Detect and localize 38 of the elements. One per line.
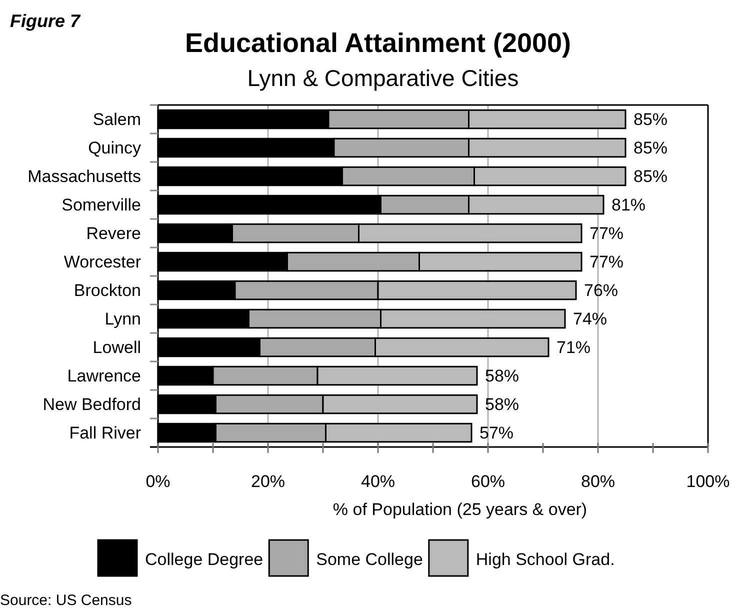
total-label: 74% <box>573 310 608 329</box>
y-tick-label: Brockton <box>74 281 141 300</box>
y-tick-label: New Bedford <box>42 395 141 414</box>
y-tick-label: Massachusetts <box>28 167 141 186</box>
total-label: 85% <box>634 138 668 158</box>
y-tick-label: Somerville <box>62 196 141 215</box>
total-label: 77% <box>590 252 624 272</box>
chart-subtitle: Lynn & Comparative Cities <box>247 65 519 91</box>
y-tick-label: Salem <box>92 110 141 130</box>
x-tick-label: 40% <box>360 472 396 491</box>
total-label: 85% <box>634 110 668 130</box>
y-tick-label: Lawrence <box>67 366 141 386</box>
total-label: 85% <box>634 167 668 186</box>
total-label: 71% <box>556 338 591 358</box>
x-tick-label: 100% <box>686 472 730 491</box>
y-tick-label: Revere <box>86 224 141 244</box>
total-label: 81% <box>612 196 646 215</box>
chart-title: Educational Attainment (2000) <box>184 28 572 58</box>
caption: Figure 7 <box>10 11 82 31</box>
total-label: 57% <box>480 424 514 443</box>
x-tick-label: 60% <box>470 472 506 491</box>
y-tick-label: Fall River <box>69 424 142 443</box>
y-tick-label: Lowell <box>92 338 141 358</box>
x-tick-label: 80% <box>580 472 616 491</box>
total-label: 77% <box>590 224 624 244</box>
x-axis-title: % of Population (25 years & over) <box>332 500 588 519</box>
total-label: 76% <box>584 281 618 300</box>
legend-label: College Degree <box>145 550 264 569</box>
total-label: 58% <box>485 366 520 386</box>
x-tick-label: 0% <box>146 472 170 491</box>
legend-label: Some College <box>316 550 423 569</box>
legend-label: High School Grad. <box>476 550 615 569</box>
total-label: 58% <box>485 395 520 414</box>
x-tick-label: 20% <box>250 472 286 491</box>
y-tick-label: Lynn <box>104 310 141 329</box>
source-note: Source: US Census <box>0 592 132 608</box>
y-tick-label: Quincy <box>88 138 142 158</box>
y-tick-label: Worcester <box>64 252 142 272</box>
